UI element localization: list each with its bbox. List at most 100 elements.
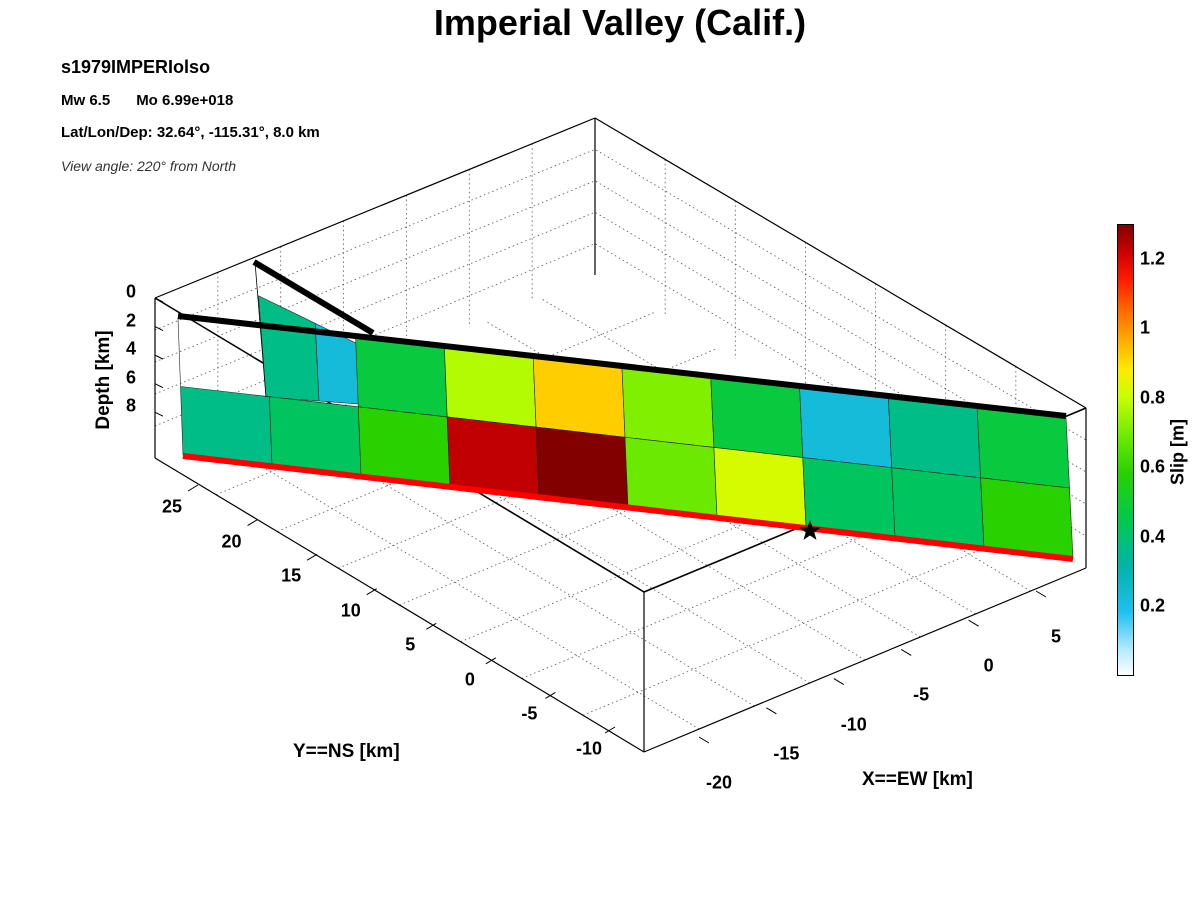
view-angle-line: View angle: 220° from North [61,158,236,174]
slip-patch [269,396,362,476]
axes-edge [594,117,1087,409]
fault-top-trace [177,313,1067,419]
y-tick-label: -5 [521,703,538,724]
x-tick-label: -15 [773,743,800,764]
chart-title: Imperial Valley (Calif.) [433,2,807,43]
y-tick-label: 5 [405,634,416,655]
y-tick-label: 10 [340,600,361,621]
slip-patch [355,337,448,418]
z-axis-label: Depth [km] [93,330,114,430]
grid-line [399,421,841,606]
z-tick [154,411,164,417]
slip-patch [710,377,804,458]
x-tick [968,619,979,627]
y-tick-label: -10 [575,738,603,759]
grid-line [582,531,1025,716]
axes-edge [154,457,645,753]
colorbar-tick-label: 0.8 [1140,387,1166,408]
y-tick [426,622,437,630]
colorbar-label: Slip [m] [1167,419,1188,485]
grid-line [429,343,921,638]
y-tick [485,657,497,665]
z-tick-label: 2 [125,310,137,331]
x-tick-label: 0 [983,655,994,676]
tick-marks [154,297,1047,744]
grid-line [521,494,964,679]
slip-patch [980,477,1074,559]
y-tick [604,726,616,734]
x-tick [833,678,845,686]
slip-patch [357,406,451,487]
y-tick [366,588,377,596]
z-tick [154,297,164,303]
slip-patch [888,397,981,479]
fault-traces [177,259,1074,562]
x-tick-label: 5 [1050,626,1062,647]
slip-patch [621,367,715,448]
grid-line [154,180,1087,473]
z-tick-label: 8 [125,395,137,416]
slip-patch [799,387,893,469]
x-tick-label: -20 [705,772,733,793]
y-axis-label: Y==NS [km] [293,741,400,762]
grid-line [460,457,903,643]
axes-edge [154,117,596,299]
slip-patch [446,416,540,497]
z-tick [154,354,164,360]
y-tick-label: 20 [221,531,242,552]
slip-patch [180,386,273,466]
slip-patch [891,467,985,549]
mw-text: Mw 6.5 [61,92,111,109]
slip-patch [713,447,807,528]
x-tick [698,736,710,744]
grid-line [319,389,810,684]
x-tick-label: -5 [913,684,930,705]
x-tick-label: -10 [840,714,867,735]
x-axis-label: X==EW [km] [862,769,973,790]
x-tick [1035,590,1047,598]
event-id: s1979IMPERIolso [61,57,211,77]
colorbar [1117,224,1134,676]
y-tick [306,553,318,561]
y-tick [545,691,556,699]
y-tick [247,519,258,527]
z-tick-label: 6 [125,367,137,388]
colorbar-tick-label: 1.2 [1140,248,1166,269]
grid-line [374,366,866,661]
fault-bottom-trace [182,453,1074,562]
grid-line [215,311,657,496]
slip-patch [258,295,320,402]
slip-patch [535,426,629,507]
slip-patch [802,457,896,538]
z-tick [154,383,164,389]
slip-patch [976,407,1070,489]
west-segment-edge [254,261,267,398]
y-tick [187,484,199,492]
slip-patch [532,357,626,438]
slip-patch [624,436,718,518]
y-tick-label: 15 [281,565,302,586]
grid-line [484,320,976,615]
colorbar-tick-label: 0.2 [1140,595,1166,616]
colorbar-tick-label: 0.6 [1140,456,1166,477]
mo-text: Mo 6.99e+018 [136,92,234,109]
y-tick-label: 25 [161,496,183,517]
slip-patch [444,347,537,428]
colorbar-tick-label: 0.4 [1140,526,1166,547]
z-tick-label: 4 [125,338,137,359]
hypocenter-star [799,520,821,540]
colorbar-tick-label: 1 [1140,317,1151,338]
axes-edge [643,567,1087,753]
y-tick-label: 0 [464,669,475,690]
z-tick-label: 0 [125,281,137,302]
grid-line [154,148,1087,441]
magnitude-line: Mw 6.5 Mo 6.99e+018 [61,92,233,109]
west-segment-top-trace [252,259,375,336]
x-tick [766,707,777,715]
slip-patches [177,295,1074,559]
x-tick [900,648,912,656]
grid-line [264,411,755,707]
z-tick [154,326,164,332]
